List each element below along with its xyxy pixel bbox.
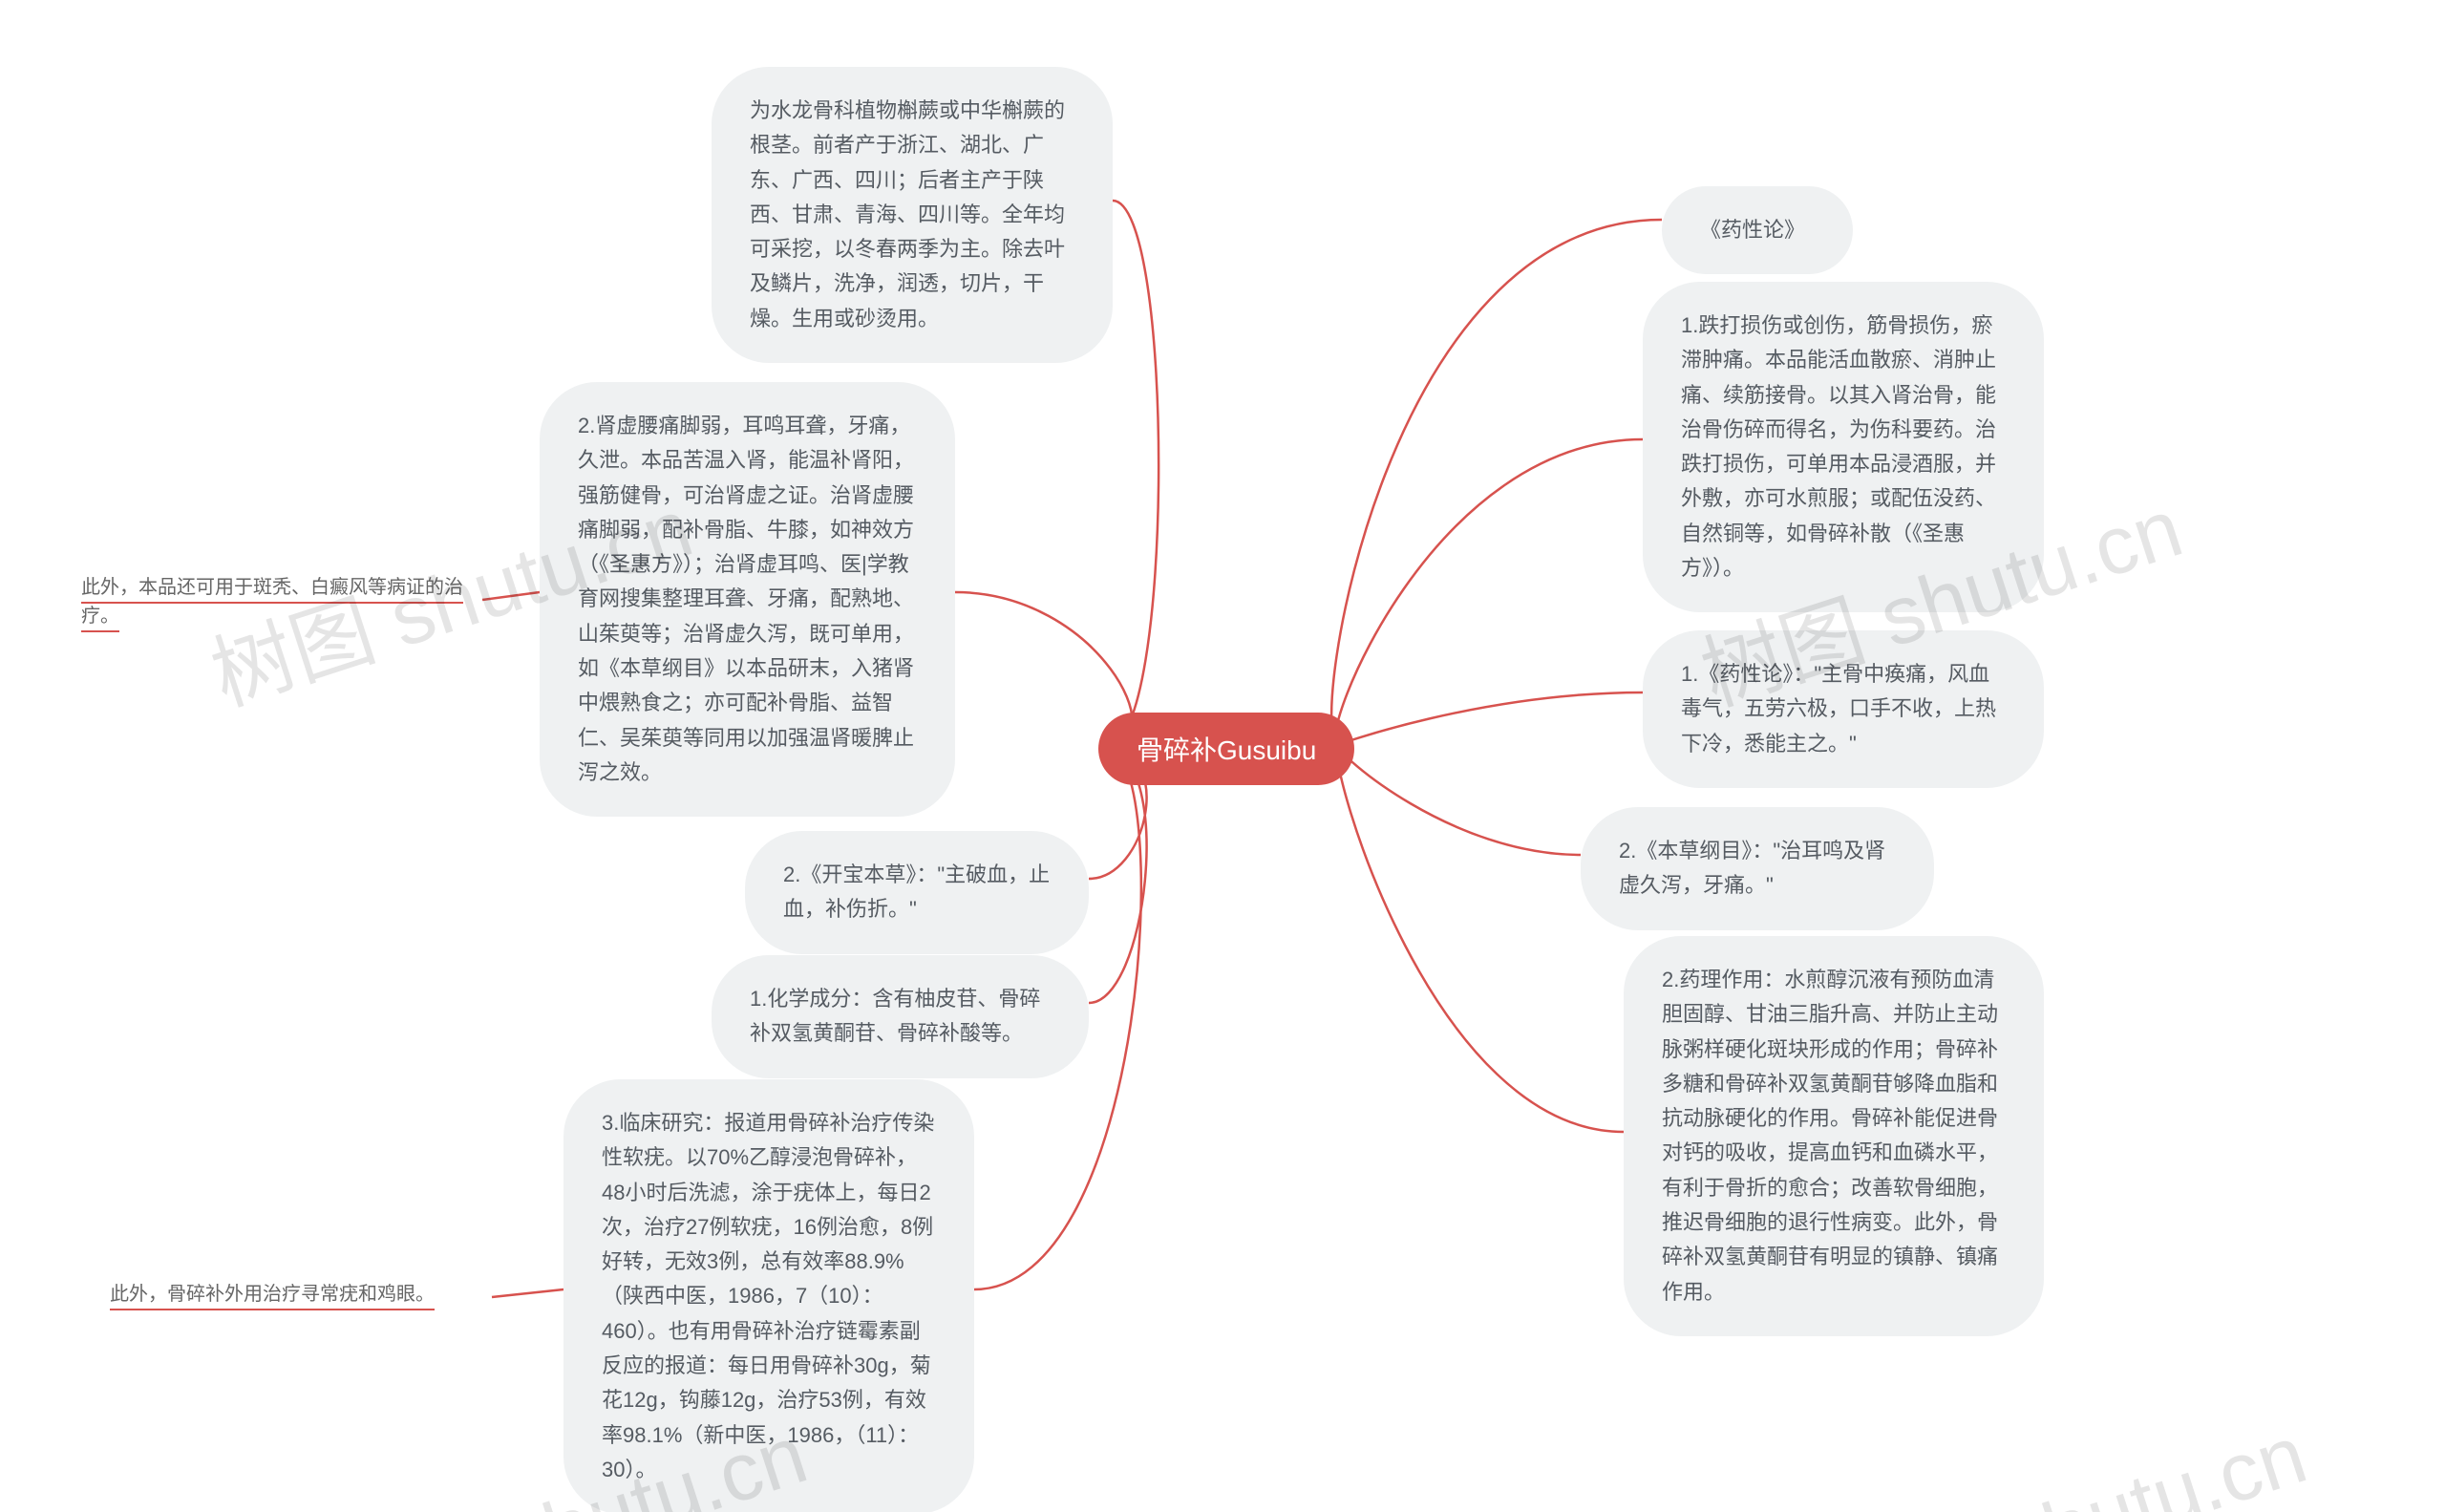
node-clinical-research[interactable]: 3.临床研究：报道用骨碎补治疗传染性软疣。以70%乙醇浸泡骨碎补，48小时后洗滤… — [563, 1079, 974, 1512]
node-text: 2.《本草纲目》："治耳鸣及肾虚久泻，牙痛。" — [1619, 839, 1885, 897]
node-yaoxinglun-quote[interactable]: 1.《药性论》："主骨中痪痛，风血毒气，五劳六极，口手不收，上热下冷，悉能主之。… — [1643, 630, 2044, 788]
node-text: 2.肾虚腰痛脚弱，耳鸣耳聋，牙痛，久泄。本品苦温入肾，能温补肾阳，强筋健骨，可治… — [578, 414, 914, 784]
leaf-warts-corns[interactable]: 此外，骨碎补外用治疗寻常疣和鸡眼。 — [110, 1280, 492, 1309]
node-text: 1.跌打损伤或创伤，筋骨损伤，瘀滞肿痛。本品能活血散瘀、消肿止痛、续筋接骨。以其… — [1681, 313, 1996, 580]
node-text: 2.药理作用：水煎醇沉液有预防血清胆固醇、甘油三脂升高、并防止主动脉粥样硬化斑块… — [1662, 968, 1998, 1304]
leaf-text: 此外，骨碎补外用治疗寻常疣和鸡眼。 — [110, 1284, 435, 1310]
node-trauma-injury[interactable]: 1.跌打损伤或创伤，筋骨损伤，瘀滞肿痛。本品能活血散瘀、消肿止痛、续筋接骨。以其… — [1643, 282, 2044, 612]
node-text: 3.临床研究：报道用骨碎补治疗传染性软疣。以70%乙醇浸泡骨碎补，48小时后洗滤… — [602, 1111, 934, 1481]
node-text: 为水龙骨科植物槲蕨或中华槲蕨的根茎。前者产于浙江、湖北、广东、广西、四川；后者主… — [750, 98, 1065, 330]
node-pharmacology[interactable]: 2.药理作用：水煎醇沉液有预防血清胆固醇、甘油三脂升高、并防止主动脉粥样硬化斑块… — [1624, 936, 2044, 1336]
watermark: 树图 shutu.cn — [1808, 1388, 2318, 1512]
node-yaoxinglun-title[interactable]: 《药性论》 — [1662, 186, 1853, 274]
node-text: 《药性论》 — [1700, 218, 1805, 242]
mindmap-canvas: 骨碎补Gusuibu 为水龙骨科植物槲蕨或中华槲蕨的根茎。前者产于浙江、湖北、广… — [0, 0, 2445, 1512]
node-text: 2.《开宝本草》："主破血，止血，补伤折。" — [783, 862, 1050, 921]
node-kidney-deficiency[interactable]: 2.肾虚腰痛脚弱，耳鸣耳聋，牙痛，久泄。本品苦温入肾，能温补肾阳，强筋健骨，可治… — [540, 382, 955, 817]
center-node[interactable]: 骨碎补Gusuibu — [1098, 713, 1354, 785]
leaf-alopecia-vitiligo[interactable]: 此外，本品还可用于斑秃、白癜风等病证的治疗。 — [81, 573, 482, 630]
node-text: 1.《药性论》："主骨中痪痛，风血毒气，五劳六极，口手不收，上热下冷，悉能主之。… — [1681, 662, 1996, 756]
node-text: 1.化学成分：含有柚皮苷、骨碎补双氢黄酮苷、骨碎补酸等。 — [750, 987, 1040, 1045]
leaf-text: 此外，本品还可用于斑秃、白癜风等病证的治疗。 — [81, 577, 463, 632]
node-bencao-gangmu[interactable]: 2.《本草纲目》："治耳鸣及肾虚久泻，牙痛。" — [1581, 807, 1934, 930]
node-kaibao-bencao[interactable]: 2.《开宝本草》："主破血，止血，补伤折。" — [745, 831, 1089, 954]
node-chemical-components[interactable]: 1.化学成分：含有柚皮苷、骨碎补双氢黄酮苷、骨碎补酸等。 — [712, 955, 1089, 1078]
node-origin[interactable]: 为水龙骨科植物槲蕨或中华槲蕨的根茎。前者产于浙江、湖北、广东、广西、四川；后者主… — [712, 67, 1113, 363]
